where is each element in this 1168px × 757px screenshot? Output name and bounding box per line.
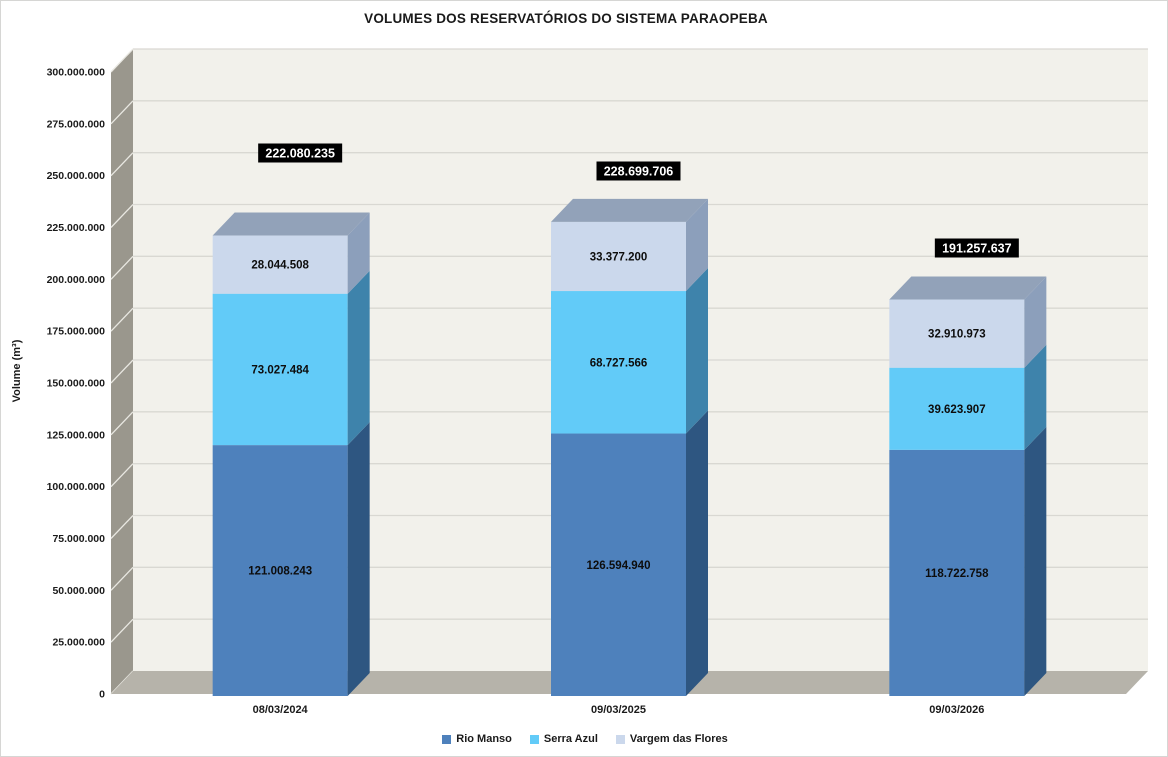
wall-hatch-line [110, 411, 134, 436]
bar-segment-side [1024, 276, 1047, 368]
bar-segment-front [212, 235, 348, 294]
total-value-label: 191.257.637 [942, 242, 1012, 256]
x-axis-label: 08/03/2024 [253, 704, 309, 716]
y-tick-label: 25.000.000 [52, 637, 105, 649]
wall-hatch-line [110, 307, 134, 332]
segment-value-label: 28.044.508 [251, 260, 309, 272]
wall-hatch-line [110, 618, 134, 643]
bar-segment-side [686, 198, 708, 292]
bar-segment-side [347, 212, 370, 294]
segment-value-label: 73.027.484 [251, 364, 309, 376]
wall-hatch-line [110, 515, 134, 539]
wall-hatch-line [110, 255, 134, 280]
bar-segment-front [889, 367, 1025, 450]
wall-hatch-line [110, 204, 134, 228]
y-tick-label: 225.000.000 [47, 222, 106, 234]
wall-hatch-line [110, 100, 134, 125]
y-tick-label: 150.000.000 [47, 378, 106, 390]
segment-value-label: 32.910.973 [928, 329, 986, 341]
y-tick-label: 100.000.000 [47, 481, 106, 493]
legend: Rio Manso Serra Azul Vargem das Flores [1, 729, 1167, 749]
bar-segment-side [686, 410, 708, 696]
y-tick-label: 75.000.000 [52, 533, 105, 545]
segment-value-label: 118.722.758 [925, 568, 989, 580]
y-tick-label: 0 [99, 689, 105, 701]
bar-top-face [889, 276, 1047, 300]
wall-hatch-line [110, 48, 134, 73]
total-label-box [934, 238, 1019, 258]
legend-swatch-serra-azul [529, 734, 539, 744]
y-tick-label: 275.000.000 [47, 118, 106, 130]
bar-segment-front [212, 445, 348, 696]
wall-hatch-line [110, 152, 134, 177]
total-label-box [596, 161, 681, 181]
segment-value-label: 121.008.243 [248, 566, 312, 578]
y-tick-label: 300.000.000 [47, 67, 106, 79]
x-axis-label: 09/03/2026 [929, 704, 984, 716]
bar-segment-front [889, 449, 1025, 696]
segment-value-label: 39.623.907 [928, 404, 986, 416]
y-tick-label: 250.000.000 [47, 170, 106, 182]
legend-item-serra-azul: Serra Azul [529, 733, 598, 745]
segment-value-label: 126.594.940 [587, 560, 651, 572]
bar-segment-side [686, 268, 708, 434]
legend-item-rio-manso: Rio Manso [442, 733, 512, 745]
y-tick-label: 50.000.000 [52, 585, 105, 597]
bar-top-face [551, 198, 708, 222]
segment-value-label: 68.727.566 [590, 357, 648, 369]
bar-segment-front [551, 433, 686, 696]
bar-segment-front [551, 291, 686, 434]
y-tick-label: 125.000.000 [47, 429, 106, 441]
wall-hatch-line [110, 359, 134, 384]
wall-hatch-line [110, 463, 134, 488]
total-label-box [258, 143, 343, 163]
legend-swatch-vargem-das-flores [615, 734, 625, 744]
bar-segment-side [1024, 426, 1047, 696]
legend-label-vargem-das-flores: Vargem das Flores [629, 733, 728, 745]
legend-item-vargem-das-flores: Vargem das Flores [615, 733, 728, 745]
total-value-label: 228.699.706 [604, 165, 674, 179]
legend-swatch-rio-manso [442, 734, 452, 744]
x-axis-label: 09/03/2025 [591, 704, 646, 716]
legend-label-rio-manso: Rio Manso [456, 733, 512, 745]
legend-label-serra-azul: Serra Azul [543, 733, 598, 745]
y-tick-label: 175.000.000 [47, 326, 106, 338]
bar-segment-front [551, 221, 686, 292]
chart-title: VOLUMES DOS RESERVATÓRIOS DO SISTEMA PAR… [364, 11, 768, 26]
segment-value-label: 33.377.200 [590, 251, 648, 263]
bar-segment-side [347, 270, 370, 446]
bar-segment-side [1024, 344, 1047, 450]
bar-segment-side [347, 422, 370, 696]
bar-segment-front [889, 299, 1025, 368]
bar-segment-front [212, 293, 348, 446]
total-value-label: 222.080.235 [265, 147, 335, 161]
wall-hatch-line [110, 566, 134, 591]
bar-top-face [212, 212, 370, 236]
y-tick-label: 200.000.000 [47, 274, 106, 286]
